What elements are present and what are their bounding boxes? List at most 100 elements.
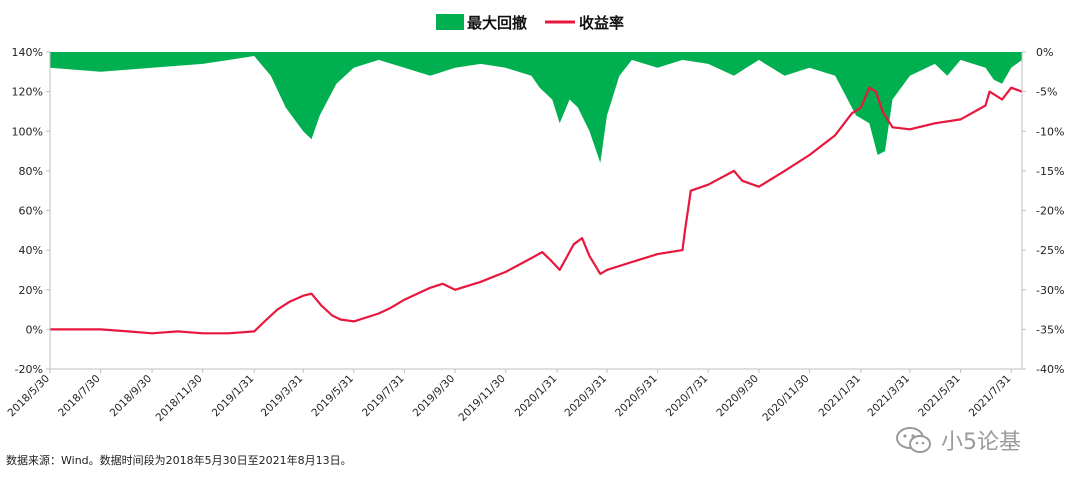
legend-swatch-drawdown [436, 14, 464, 30]
return-point [572, 243, 575, 246]
left-tick-label: 20% [19, 284, 43, 297]
return-point [689, 189, 692, 192]
return-point [253, 330, 256, 333]
return-point [99, 328, 102, 331]
return-point [783, 170, 786, 172]
legend-label-return: 收益率 [579, 14, 624, 32]
x-tick-label: 2018/11/30 [154, 373, 205, 424]
x-tick-label: 2019/11/30 [457, 373, 508, 424]
legend: 最大回撤 收益率 [436, 14, 624, 32]
x-tick-label: 2018/5/30 [6, 373, 53, 420]
return-point [289, 300, 291, 303]
right-tick-label: -10% [1036, 125, 1064, 138]
x-tick-label: 2020/5/31 [613, 373, 660, 420]
left-tick-label: 60% [19, 205, 43, 218]
return-point [891, 126, 894, 129]
left-tick-label: 120% [12, 86, 43, 99]
return-point [176, 330, 179, 333]
return-point [265, 318, 268, 321]
return-point [227, 332, 230, 335]
return-point [530, 257, 533, 259]
return-point [1001, 98, 1003, 101]
return-point [320, 304, 323, 307]
return-point [479, 280, 482, 283]
return-point [558, 269, 561, 271]
return-point [127, 330, 129, 333]
left-tick-label: 100% [12, 125, 43, 138]
return-point [850, 112, 853, 115]
left-tick-label: -20% [15, 363, 43, 376]
return-point [988, 90, 991, 93]
return-point [909, 128, 911, 131]
x-tick-label: 2018/7/30 [56, 373, 103, 420]
return-point [984, 104, 987, 107]
return-point [441, 282, 444, 285]
return-point [808, 154, 811, 156]
wechat-icon [896, 427, 931, 453]
return-point [302, 294, 305, 297]
return-point [276, 308, 279, 311]
return-point [707, 183, 710, 186]
return-point [339, 318, 342, 321]
return-point [403, 298, 406, 301]
left-tick-label: 140% [12, 46, 43, 59]
return-point [834, 134, 837, 137]
x-tick-label: 2021/5/31 [916, 373, 963, 420]
right-tick-label: -40% [1036, 363, 1064, 376]
legend-label-drawdown: 最大回撤 [467, 14, 527, 32]
return-point [733, 170, 735, 172]
return-point [875, 90, 877, 93]
right-tick-label: -35% [1036, 323, 1064, 336]
left-tick-label: 0% [26, 323, 43, 336]
return-point [599, 273, 602, 275]
plot-area [49, 52, 1023, 335]
left-tick-label: 40% [19, 244, 43, 257]
x-tick-label: 2020/11/30 [760, 373, 811, 424]
return-point [933, 122, 936, 125]
watermark: 小5论基 [895, 420, 1055, 460]
x-tick-label: 2021/1/31 [817, 373, 864, 420]
return-point [1010, 86, 1013, 89]
left-axis: 140% 120% 100% 80% 60% 40% 20% 0% -20% [12, 46, 51, 376]
x-tick-label: 2019/9/30 [411, 373, 458, 420]
x-tick-label: 2020/3/31 [563, 373, 610, 420]
return-point [331, 314, 334, 317]
return-point [681, 249, 684, 252]
right-tick-label: -30% [1036, 284, 1064, 297]
return-point [741, 179, 744, 182]
return-point [606, 269, 608, 271]
return-point [75, 328, 78, 331]
x-tick-label: 2020/7/31 [664, 373, 711, 420]
x-tick-label: 2019/5/31 [309, 373, 356, 420]
return-point [588, 255, 591, 257]
return-point [541, 251, 544, 254]
source-note: 数据来源：Wind。数据时间段为2018年5月30日至2021年8月13日。 [6, 454, 352, 467]
return-point [429, 286, 432, 289]
right-tick-label: -20% [1036, 205, 1064, 218]
return-point [310, 292, 313, 295]
right-tick-label: 0% [1036, 46, 1053, 59]
x-tick-label: 2021/7/31 [967, 373, 1014, 420]
return-point [377, 312, 380, 315]
right-axis: 0% -5% -10% -15% -20% -25% -30% -35% -40% [1021, 46, 1064, 376]
return-point [504, 271, 507, 273]
return-point [868, 86, 871, 89]
return-point [881, 110, 884, 113]
return-point [860, 106, 862, 109]
x-axis: 2018/5/30 2018/7/30 2018/9/30 2018/11/30 201… [6, 368, 1022, 424]
x-tick-label: 2020/9/30 [714, 373, 761, 420]
return-point [758, 185, 760, 188]
return-point [151, 332, 154, 335]
return-point [581, 237, 583, 240]
x-tick-label: 2018/9/30 [108, 373, 155, 420]
x-tick-label: 2020/1/31 [513, 373, 560, 420]
return-point [959, 118, 962, 121]
right-tick-label: -15% [1036, 165, 1064, 178]
x-tick-label: 2021/3/31 [865, 373, 912, 420]
right-tick-label: -5% [1036, 86, 1057, 99]
x-tick-label: 2019/7/31 [360, 373, 407, 420]
x-tick-label: 2019/1/31 [210, 373, 257, 420]
x-tick-label: 2019/3/31 [259, 373, 306, 420]
watermark-text: 小5论基 [941, 430, 1021, 455]
